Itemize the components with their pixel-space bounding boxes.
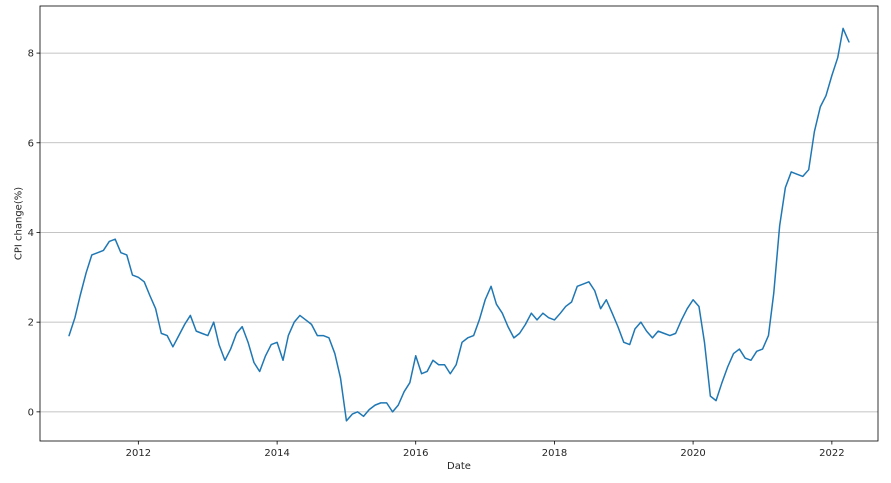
- y-tick-label: 4: [28, 228, 34, 239]
- y-tick-label: 0: [28, 407, 34, 418]
- x-tick-label: 2014: [264, 448, 289, 459]
- series-layer: [68, 27, 850, 422]
- y-tick-label: 8: [28, 49, 34, 60]
- axis-ticks: 0 2 4 6 8 2012 2014 2016 2018 2020 2022: [28, 49, 845, 459]
- x-tick-label: 2020: [680, 448, 705, 459]
- plot-frame: [39, 5, 879, 442]
- x-tick-label: 2018: [542, 448, 567, 459]
- x-axis-title: Date: [447, 461, 471, 472]
- x-tick-label: 2016: [403, 448, 428, 459]
- y-tick-label: 2: [28, 318, 34, 329]
- y-tick-label: 6: [28, 138, 34, 149]
- x-tick-label: 2022: [819, 448, 844, 459]
- x-tick-label: 2012: [126, 448, 151, 459]
- y-axis-title: CPI change(%): [14, 187, 25, 260]
- series-line: [68, 27, 850, 422]
- gridlines: [40, 52, 878, 413]
